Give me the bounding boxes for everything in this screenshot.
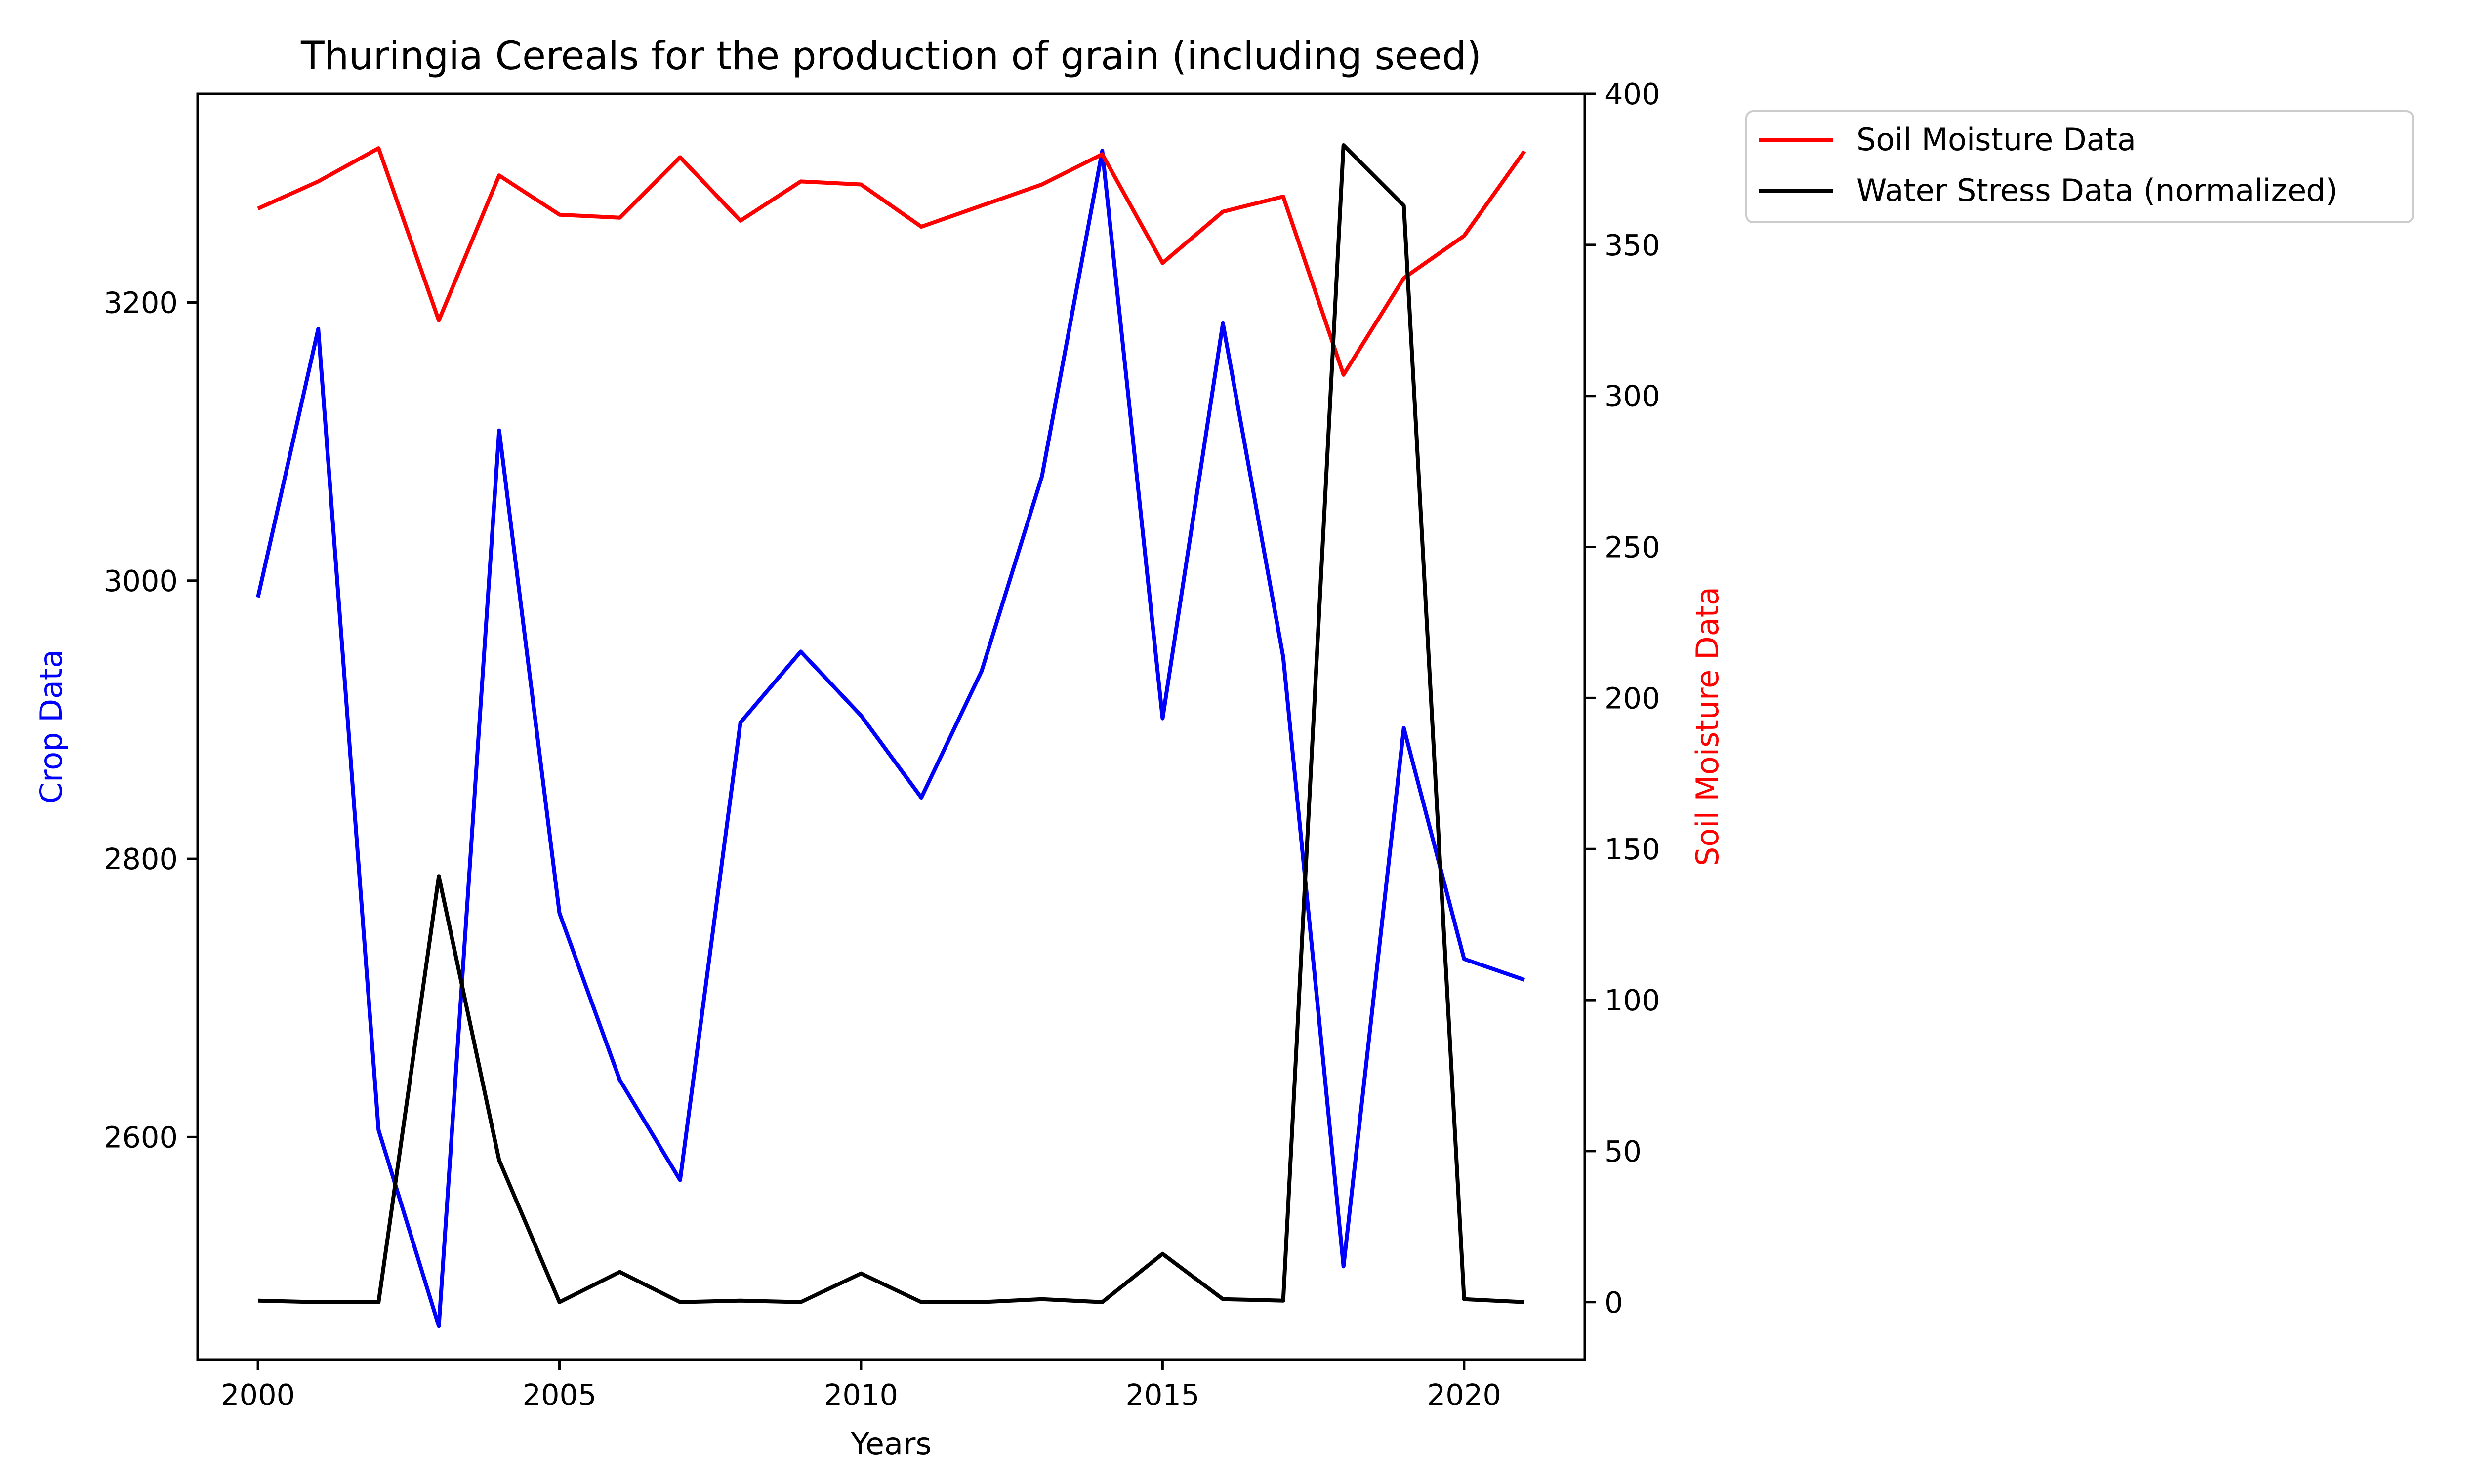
right-y-tick-label-350: 350	[1605, 228, 1660, 262]
series-lines	[256, 143, 1526, 1328]
right-y-axis-title: Soil Moisture Data	[1689, 587, 1726, 866]
x-tick-label-2005: 2005	[522, 1378, 596, 1412]
plot-frame	[196, 92, 1586, 1361]
right-y-tick-label-0: 0	[1605, 1285, 1623, 1320]
series-line-soil	[257, 146, 1526, 377]
x-axis-title: Years	[850, 1426, 932, 1462]
right-y-tick-label-400: 400	[1605, 77, 1660, 111]
legend-label-soil-moisture: Soil Moisture Data	[1856, 121, 2136, 158]
right-y-axis-ticks: 0 50 100 150 200 250 300 350 400	[1585, 77, 1660, 1320]
left-y-tick-label-2800: 2800	[104, 842, 178, 876]
right-y-tick-label-250: 250	[1605, 530, 1660, 564]
x-tick-label-2010: 2010	[824, 1378, 898, 1412]
left-y-tick-label-3000: 3000	[104, 564, 178, 598]
left-y-tick-label-2600: 2600	[104, 1120, 178, 1154]
left-y-axis-title: Crop Data	[33, 649, 69, 803]
right-y-tick-label-300: 300	[1605, 379, 1660, 413]
legend: Soil Moisture Data Water Stress Data (no…	[1745, 110, 2414, 223]
series-line-crop	[256, 149, 1525, 1328]
x-tick-label-2015: 2015	[1125, 1378, 1199, 1412]
x-tick-label-2020: 2020	[1427, 1378, 1501, 1412]
left-y-tick-label-3200: 3200	[104, 285, 178, 320]
right-y-tick-label-50: 50	[1605, 1134, 1642, 1168]
legend-box	[1745, 110, 2414, 223]
x-tick-label-2000: 2000	[221, 1378, 295, 1412]
chart-title: Thuringia Cereals for the production of …	[300, 34, 1482, 79]
right-y-tick-label-150: 150	[1605, 832, 1660, 866]
left-y-axis-ticks: 2600 2800 3000 3200	[104, 285, 198, 1154]
x-axis-ticks: 2000 2005 2010 2015 2020	[221, 1360, 1501, 1412]
legend-label-water-stress: Water Stress Data (normalized)	[1856, 172, 2338, 208]
right-y-tick-label-100: 100	[1605, 983, 1660, 1017]
right-y-tick-label-200: 200	[1605, 681, 1660, 715]
series-line-stress	[257, 143, 1525, 1304]
